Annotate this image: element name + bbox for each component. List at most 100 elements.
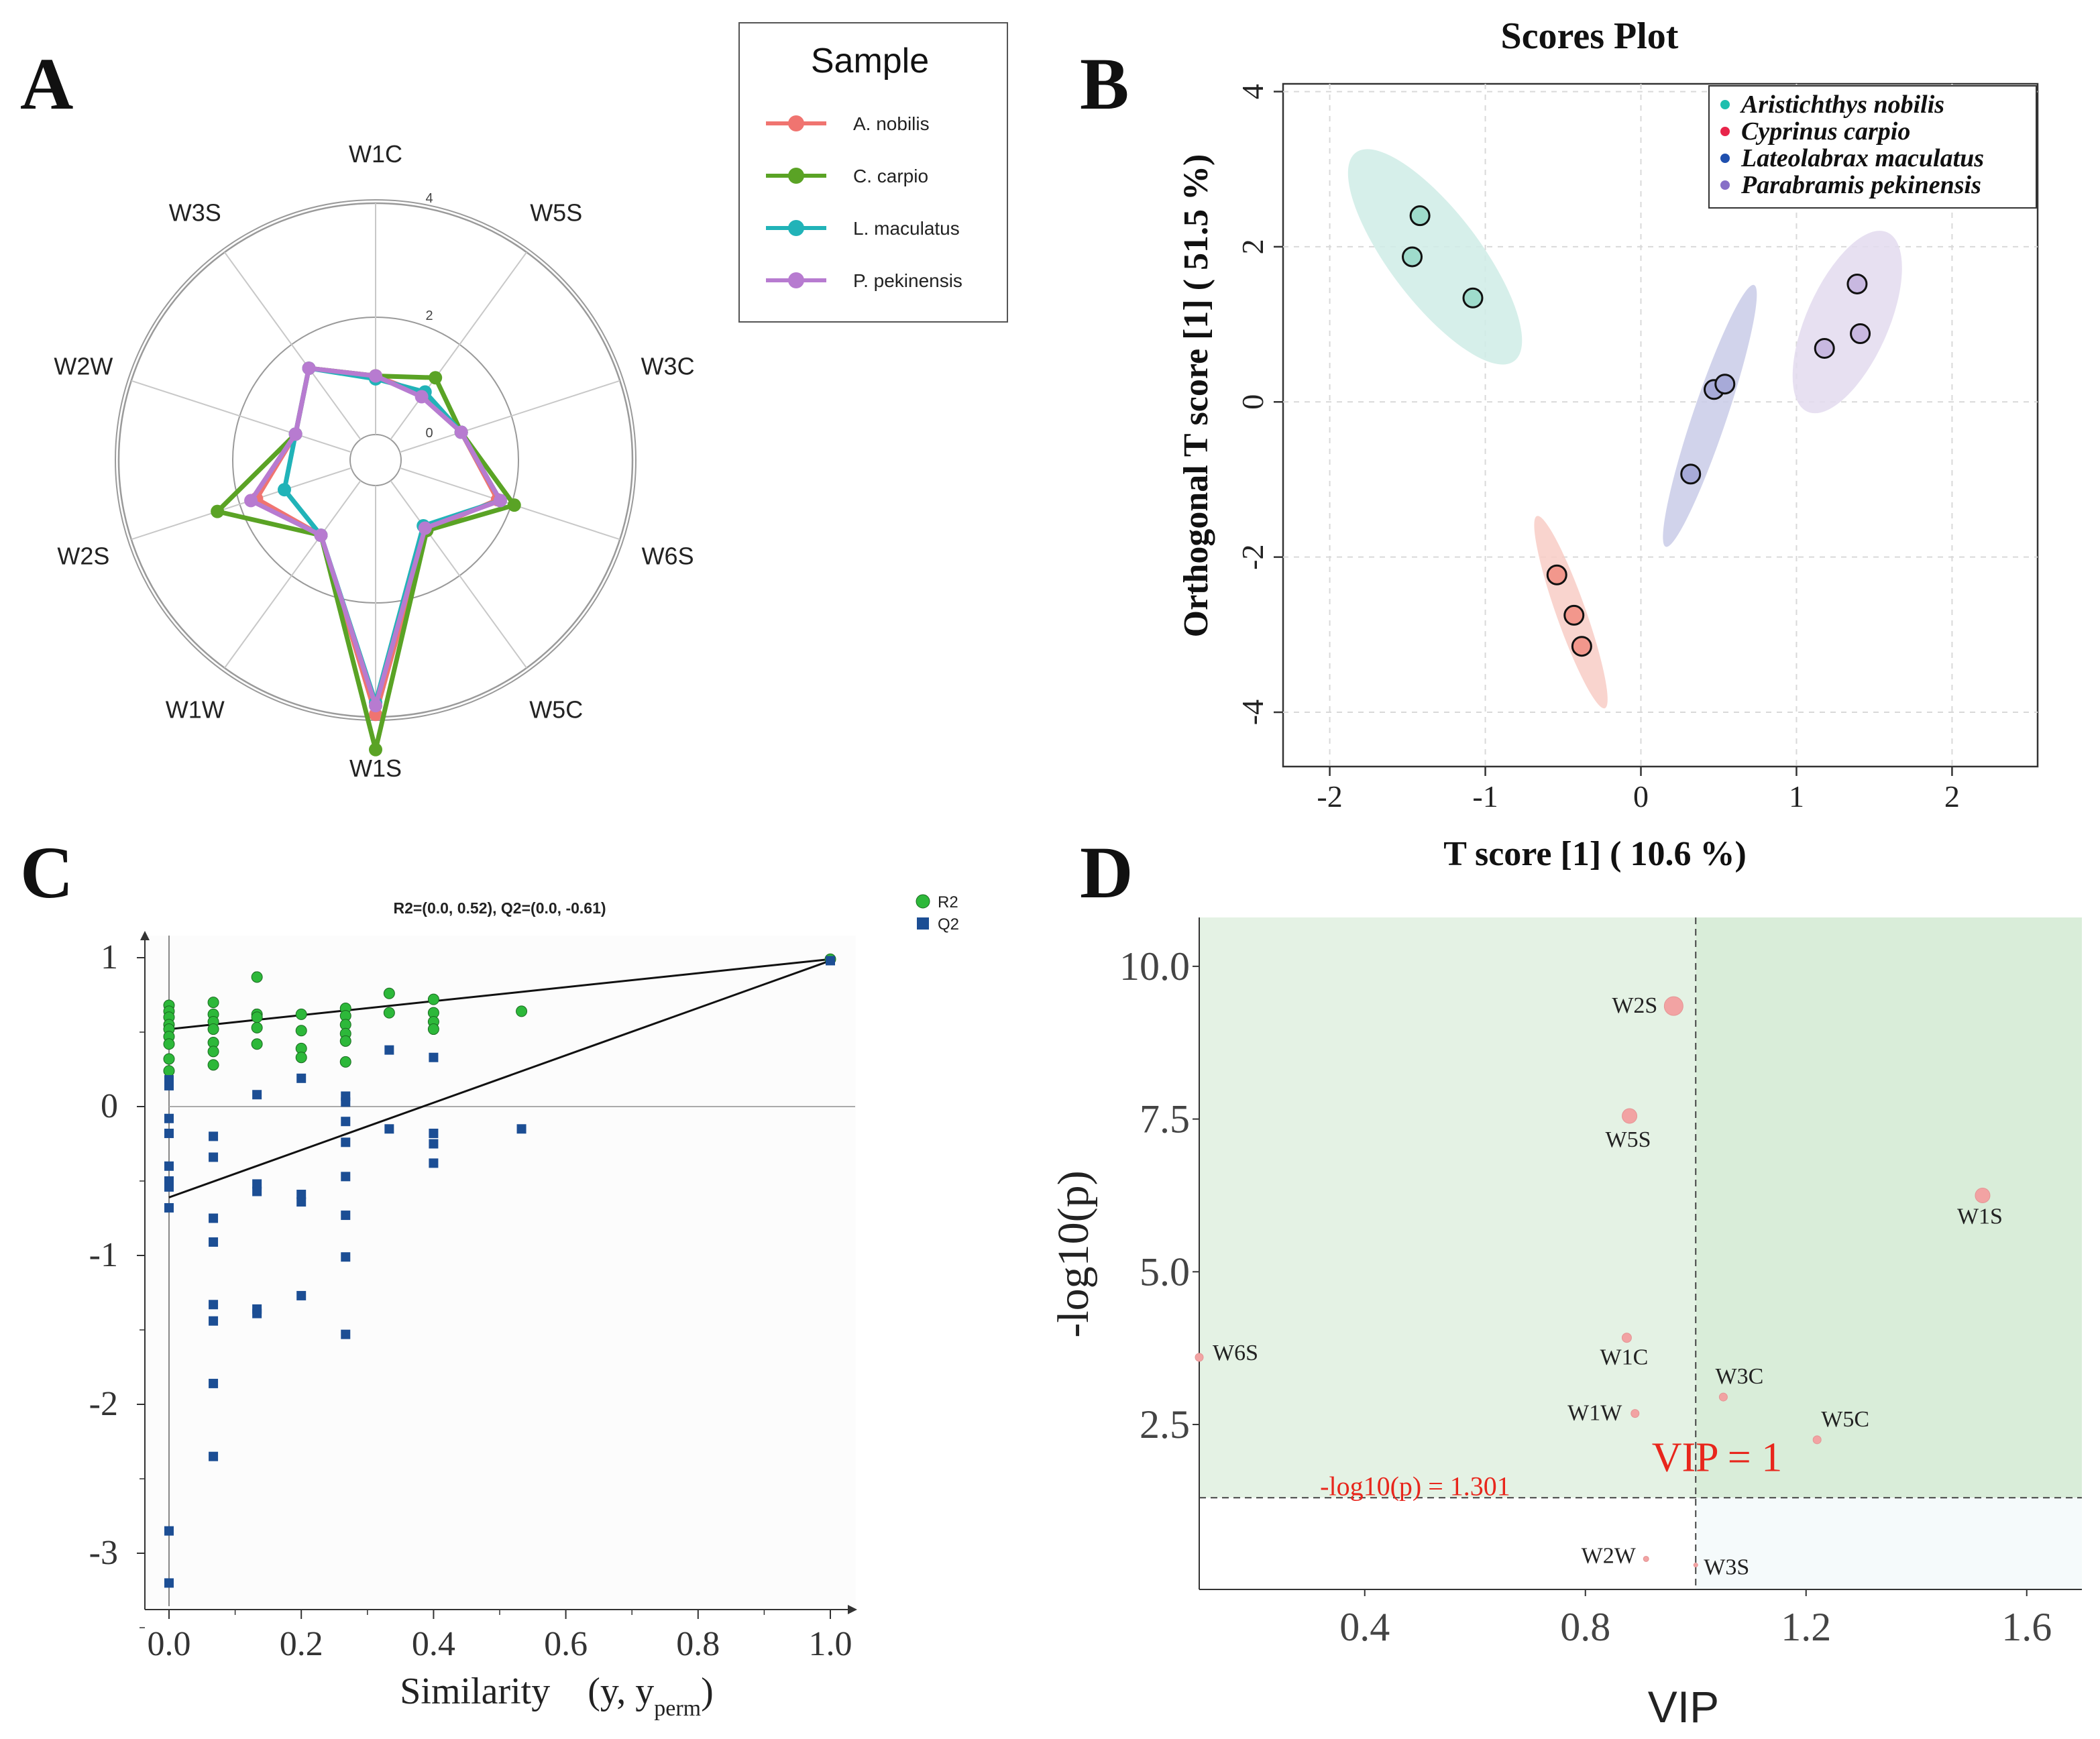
radar-point [314, 528, 328, 543]
legend-label: C. carpio [853, 166, 928, 186]
tick-label-x: 0.4 [1339, 1605, 1390, 1649]
legend-marker [788, 220, 804, 236]
vip-volcano-plot: -log10(p) = 1.301 VIP = 1 0.4 0.8 1.2 1.6 2.5 5… [1049, 917, 2082, 1732]
tick-label-x: -1 [1472, 779, 1498, 814]
significant-p-region [1199, 917, 1696, 1498]
tick-label-y: 2.5 [1140, 1402, 1190, 1447]
q2-point [341, 1252, 351, 1262]
q2-point [341, 1329, 351, 1339]
q2-point [296, 1197, 307, 1207]
legend-box [1708, 85, 2037, 209]
radar-axis-label: W1W [166, 696, 225, 724]
legend-marker [788, 272, 804, 288]
confidence-ellipse [1347, 149, 1523, 365]
radar-spoke [390, 251, 527, 440]
radar-chart: 0 2 4 W1C W5S W3C W6S W5C W1S W1W W2S W2W W3S Sample A… [54, 22, 1008, 782]
r2-point [251, 1011, 263, 1023]
x-axis-title-end: ) [701, 1671, 714, 1712]
tick-label-x: 0 [1633, 779, 1649, 814]
x-axis-title: VIP [1648, 1682, 1719, 1732]
score-point [1850, 323, 1871, 344]
q2-point [341, 1137, 351, 1147]
radar-series-line [254, 366, 500, 717]
r2-point [295, 1052, 307, 1064]
tick-label-y: 7.5 [1140, 1097, 1190, 1141]
tick-label-y: 1 [101, 938, 118, 976]
score-point [1546, 564, 1567, 585]
r2-point [383, 987, 395, 999]
plot-background [145, 936, 856, 1606]
q2-point [209, 1237, 219, 1247]
legend-label: Aristichthys nobilis [1740, 91, 1944, 119]
radar-spoke [131, 467, 352, 541]
r2-point [207, 1023, 219, 1035]
panel-letter-d: D [1080, 832, 1133, 913]
tick-label-x: 2 [1944, 779, 1960, 814]
y-axis-title: -log10(p) [1049, 1170, 1098, 1337]
q2-point [209, 1451, 219, 1461]
r2-point [251, 971, 263, 983]
vip-point [1693, 1563, 1698, 1568]
tick-label-x: 0.4 [412, 1625, 455, 1663]
vip-point-label: W1W [1567, 1401, 1622, 1426]
tick-label-y: 4 [1235, 84, 1270, 99]
q2-point [252, 1179, 262, 1189]
radar-axis-label: W3S [169, 199, 221, 226]
tick-label-y: -2 [89, 1385, 118, 1423]
r2-point [207, 1046, 219, 1058]
vip-point-label: W6S [1213, 1341, 1258, 1365]
r2-point [295, 1025, 307, 1037]
tick-label-x: 1 [1789, 779, 1804, 814]
radar-axis-label: W6S [642, 543, 694, 570]
radar-spoke [224, 251, 362, 440]
radar-ring-label: 2 [425, 308, 433, 323]
q2-point [252, 1308, 262, 1319]
radar-axis-label: W2S [57, 543, 109, 570]
permutation-plot: 0.0 0.2 0.4 0.6 0.8 1.0 1 0 -1 -2 -3 R2=(0.0, 0.52)… [89, 893, 959, 1721]
legend-label: Lateolabrax maculatus [1740, 144, 1984, 172]
q2-point [252, 1090, 262, 1100]
radar-point [507, 498, 521, 512]
radar-axis-label: W5C [529, 696, 583, 724]
radar-ring-label: 4 [425, 191, 433, 206]
radar-axis-label: W2W [54, 352, 113, 380]
tick-label-x: 1.2 [1781, 1605, 1831, 1649]
x-axis-title: Similarity (y, yperm) [400, 1671, 714, 1721]
vip-point [1643, 1555, 1649, 1562]
confidence-ellipse [1792, 231, 1902, 414]
q2-point [384, 1124, 394, 1134]
tick-label-x: 0.8 [676, 1625, 720, 1663]
q2-point [164, 1128, 174, 1138]
q2-point [826, 956, 835, 966]
vip-point [1812, 1435, 1822, 1445]
tick-label-x: 0.0 [148, 1625, 191, 1663]
vip-point [1622, 1108, 1638, 1124]
q2-point [209, 1378, 219, 1388]
q2-point [164, 1113, 174, 1123]
radar-point [415, 390, 429, 404]
tick-label-y: -3 [89, 1534, 118, 1572]
r2-point [251, 1021, 263, 1033]
score-point [1462, 287, 1484, 308]
score-point [1402, 246, 1423, 268]
radar-axis-label: W1S [349, 754, 402, 782]
radar-point [244, 494, 258, 508]
radar-point [369, 699, 382, 713]
q2-point [209, 1300, 219, 1310]
r2-point [207, 1059, 219, 1071]
r2-point [295, 1008, 307, 1020]
x-axis-title-sub: perm [654, 1696, 701, 1721]
vip-point [1975, 1187, 1991, 1203]
tick-label-x: 1.6 [2001, 1605, 2052, 1649]
tick-label-x: 1.0 [809, 1625, 852, 1663]
radar-point [288, 427, 302, 441]
q2-point [209, 1152, 219, 1162]
panel-letter-c: C [20, 832, 73, 913]
vip-point [1663, 996, 1683, 1016]
q2-point [384, 1045, 394, 1055]
legend-marker [788, 168, 804, 184]
legend-title: Sample [811, 42, 929, 80]
radar-ring [349, 434, 402, 486]
vip-point-label: W1C [1600, 1345, 1649, 1370]
